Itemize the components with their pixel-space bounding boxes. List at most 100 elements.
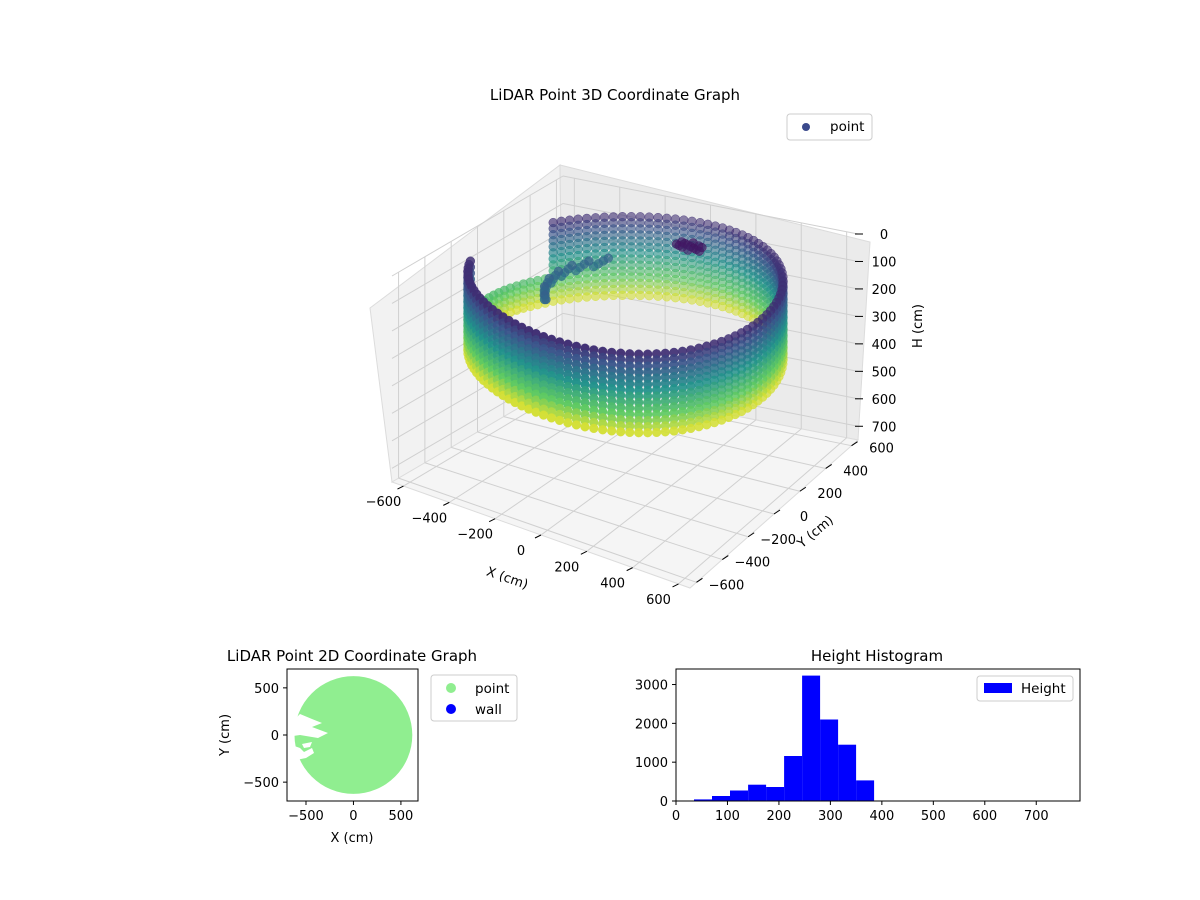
y-tick-3d bbox=[773, 509, 781, 515]
grid-line bbox=[586, 419, 757, 552]
x-tick-label-3d: −400 bbox=[411, 511, 447, 526]
grid-line bbox=[632, 428, 802, 569]
grid-line bbox=[562, 175, 859, 235]
point-3d bbox=[660, 427, 670, 437]
x-tick-3d bbox=[443, 501, 450, 506]
y-tick-3d bbox=[851, 441, 858, 447]
x-tick-label-3d: −600 bbox=[366, 495, 402, 510]
grid-line bbox=[391, 175, 564, 277]
hist-bar bbox=[694, 799, 712, 801]
hist-bar bbox=[748, 784, 767, 801]
hist-bar bbox=[784, 756, 803, 801]
point-3d bbox=[546, 413, 557, 423]
hist-bars bbox=[694, 675, 875, 801]
x-axis-label-3d: X (cm) bbox=[484, 565, 530, 593]
z-tick-label-3d: 500 bbox=[872, 365, 897, 380]
hist-bar bbox=[712, 796, 730, 801]
legend-3d-label: point bbox=[830, 119, 864, 135]
point-3d bbox=[607, 426, 617, 436]
y-tick-label-2d: 0 bbox=[271, 729, 279, 744]
x-tick-3d bbox=[672, 583, 679, 588]
hist-frame bbox=[675, 668, 1081, 802]
point-3d bbox=[573, 293, 583, 303]
x-axis-label-2d: X (cm) bbox=[331, 831, 374, 846]
plot2d-title: LiDAR Point 2D Coordinate Graph bbox=[227, 647, 477, 665]
y-tick-label-3d: 600 bbox=[869, 442, 894, 457]
z-tick-label-3d: 600 bbox=[872, 393, 897, 408]
hist-bar bbox=[766, 787, 785, 801]
point-3d bbox=[541, 294, 551, 305]
point-3d bbox=[635, 290, 645, 301]
x-tick-label-hist: 700 bbox=[1024, 809, 1049, 824]
hist-bar bbox=[856, 780, 875, 801]
y-axis-label-2d: Y (cm) bbox=[218, 714, 233, 757]
x-tick-label-3d: 600 bbox=[646, 593, 671, 608]
grid-line bbox=[678, 437, 847, 585]
plot3d-title: LiDAR Point 3D Coordinate Graph bbox=[490, 86, 740, 104]
x-tick-3d bbox=[397, 485, 404, 490]
point-3d bbox=[662, 292, 672, 302]
x-tick-label-3d: 400 bbox=[600, 577, 625, 592]
y-tick-3d bbox=[825, 464, 832, 469]
point-3d bbox=[556, 295, 566, 305]
point-3d bbox=[695, 296, 705, 306]
y-tick-label-hist: 0 bbox=[660, 795, 668, 810]
plot2d-area bbox=[287, 676, 413, 794]
y-tick-label-hist: 1000 bbox=[635, 756, 668, 771]
x-tick-3d bbox=[580, 550, 588, 555]
lidar-3d-plot: LiDAR Point 3D Coordinate Graph −600 −400… bbox=[366, 86, 926, 608]
point-3d bbox=[563, 418, 573, 428]
y-tick-label-3d: −400 bbox=[734, 556, 770, 571]
ticks-3d: −600−400−2000200400600−600−400−200020040… bbox=[366, 228, 897, 608]
point-3d bbox=[634, 428, 644, 438]
legend-2d-marker-point bbox=[446, 683, 456, 693]
z-tick-label-3d: 200 bbox=[872, 283, 897, 298]
x-tick-label-hist: 200 bbox=[767, 809, 792, 824]
point-3d bbox=[538, 410, 549, 420]
point-3d bbox=[582, 292, 592, 302]
grid-line bbox=[391, 203, 564, 304]
legend-2d-label-point: point bbox=[475, 681, 509, 697]
point-3d bbox=[626, 290, 636, 300]
point-3d bbox=[617, 290, 628, 300]
point-3d bbox=[683, 245, 693, 255]
height-histogram: Height Histogram 0 100 200 300 400 500 600 7000… bbox=[635, 647, 1081, 824]
x-tick-label-2d: −500 bbox=[288, 809, 324, 824]
y-tick-label-hist: 3000 bbox=[635, 679, 668, 694]
legend-2d-marker-wall bbox=[446, 704, 456, 714]
point-3d bbox=[599, 291, 610, 301]
legend-3d-marker bbox=[802, 123, 810, 131]
legend-hist: Height bbox=[976, 675, 1074, 702]
y-tick-label-3d: −600 bbox=[709, 578, 745, 593]
point-3d bbox=[598, 425, 608, 435]
point-3d bbox=[608, 290, 619, 301]
legend-2d: point wall bbox=[430, 674, 518, 722]
point-3d bbox=[651, 427, 662, 438]
y-tick-label-2d: 500 bbox=[254, 682, 279, 697]
x-tick-label-3d: 200 bbox=[554, 560, 579, 575]
hist-bar bbox=[838, 744, 857, 801]
x-tick-label-hist: 400 bbox=[869, 809, 894, 824]
point-3d bbox=[686, 423, 696, 434]
grid-line bbox=[477, 431, 775, 515]
point-3d bbox=[571, 420, 582, 430]
y-tick-label-3d: 0 bbox=[800, 510, 808, 525]
z-tick-label-3d: 100 bbox=[872, 255, 897, 270]
x-tick-3d bbox=[534, 534, 542, 539]
point-3d bbox=[669, 426, 679, 436]
pane-floor bbox=[390, 381, 860, 589]
z-axis-label-3d: H (cm) bbox=[911, 304, 926, 348]
point-3d bbox=[590, 291, 601, 301]
z-tick-label-3d: 400 bbox=[872, 338, 897, 353]
y-tick-label-3d: 400 bbox=[843, 464, 868, 479]
point-3d bbox=[554, 415, 565, 426]
x-tick-label-hist: 100 bbox=[715, 809, 740, 824]
region-gap bbox=[287, 714, 328, 738]
region-gap bbox=[287, 743, 314, 770]
legend-hist-swatch bbox=[984, 683, 1012, 693]
y-tick-label-hist: 2000 bbox=[635, 717, 668, 732]
hist-ticks: 0 100 200 300 400 500 600 700 0 1000 2000 3000 bbox=[635, 679, 1049, 824]
grid-line bbox=[503, 416, 800, 492]
hist-bar bbox=[802, 675, 821, 801]
